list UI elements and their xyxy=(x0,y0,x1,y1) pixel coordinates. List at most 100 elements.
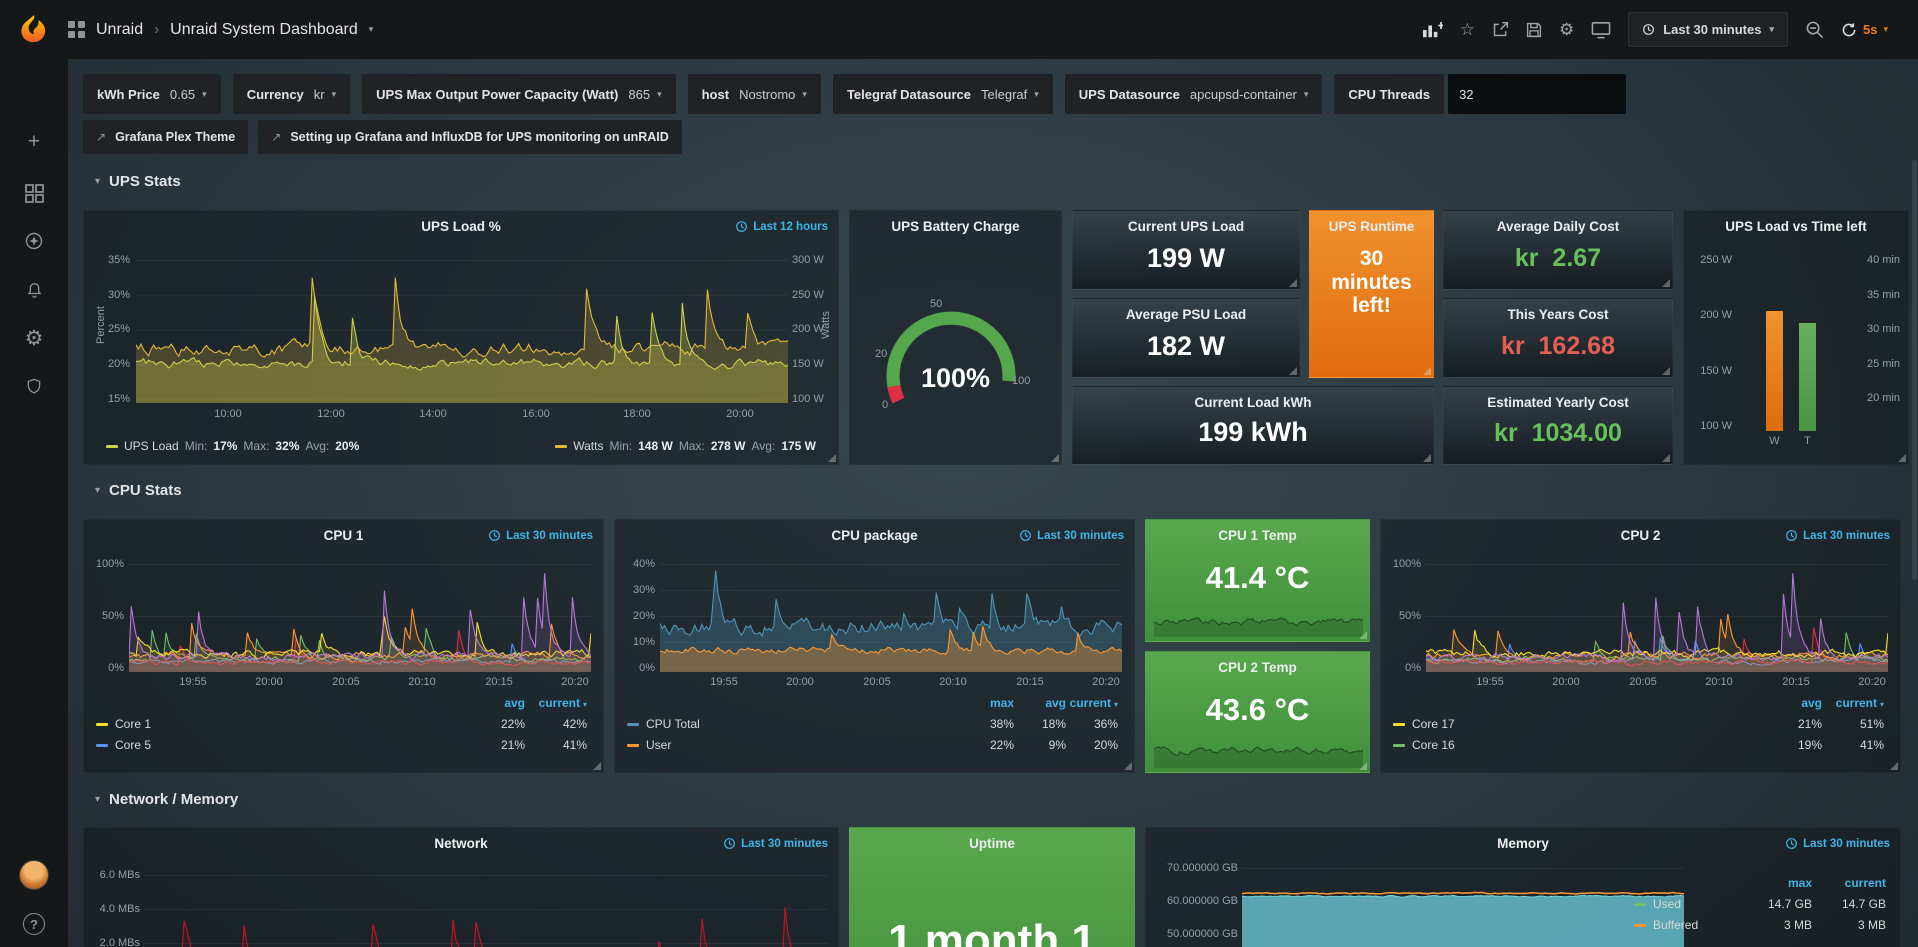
panel-title[interactable]: Average PSU Load xyxy=(1125,307,1247,322)
variable-kwh-price[interactable]: kWh Price 0.65 ▾ xyxy=(83,74,221,114)
x-axis-tick: 20:15 xyxy=(1016,676,1044,688)
zoom-out-icon[interactable] xyxy=(1805,20,1824,39)
configuration-gear-icon[interactable]: ⚙ xyxy=(0,323,68,353)
breadcrumb-dashboard-title[interactable]: Unraid System Dashboard xyxy=(170,20,358,38)
dashboard-grid-icon[interactable] xyxy=(68,21,85,38)
create-plus-icon[interactable]: + xyxy=(0,127,68,157)
variable-ups-datasource[interactable]: UPS Datasource apcupsd-container ▾ xyxy=(1064,74,1323,114)
server-admin-shield-icon[interactable] xyxy=(0,371,68,401)
variable-cpu-threads-label: CPU Threads xyxy=(1334,74,1445,114)
battery-gauge xyxy=(886,311,1016,404)
x-axis-tick: 20:00 xyxy=(786,676,814,688)
series-name[interactable]: Core 1 xyxy=(96,717,463,731)
legend-table: max avg current ▾ CPU Total 38% 18% 36% U… xyxy=(627,696,1118,752)
variable-host[interactable]: host Nostromo ▾ xyxy=(687,74,821,114)
settings-gear-icon[interactable]: ⚙ xyxy=(1558,19,1575,39)
series-name[interactable]: Core 16 xyxy=(1393,738,1760,752)
cycle-view-monitor-icon[interactable] xyxy=(1591,21,1611,39)
cpu-package-chart xyxy=(660,564,1122,672)
x-axis-tick: 19:55 xyxy=(710,676,738,688)
link-grafana-plex-theme[interactable]: ↗ Grafana Plex Theme xyxy=(83,120,249,154)
breadcrumb-folder[interactable]: Unraid xyxy=(96,20,144,38)
time-range-picker[interactable]: Last 30 minutes ▾ xyxy=(1628,12,1788,47)
y-axis-tick: 150 W xyxy=(792,358,824,370)
panel-title[interactable]: Average Daily Cost xyxy=(1496,219,1620,234)
variable-telegraf-datasource[interactable]: Telegraf Datasource Telegraf ▾ xyxy=(832,74,1053,114)
variable-currency[interactable]: Currency kr ▾ xyxy=(232,74,351,114)
panel-title[interactable]: CPU 2 xyxy=(1620,528,1661,543)
refresh-interval-label[interactable]: 5s xyxy=(1863,22,1878,37)
legend-col-current[interactable]: current ▾ xyxy=(1069,696,1118,710)
page-scrollbar[interactable] xyxy=(1912,160,1917,580)
alerting-bell-icon[interactable] xyxy=(0,275,68,305)
legend-col-current[interactable]: current ▾ xyxy=(538,696,587,710)
sort-caret-icon: ▾ xyxy=(1879,700,1884,709)
legend-col-current[interactable]: current ▾ xyxy=(1835,696,1884,710)
panel-title[interactable]: CPU 1 Temp xyxy=(1218,528,1297,543)
link-ups-monitoring-guide[interactable]: ↗ Setting up Grafana and InfluxDB for UPS… xyxy=(258,120,682,154)
section-ups-stats[interactable]: ▾ UPS Stats xyxy=(95,173,181,190)
y-axis-tick: 50.000000 GB xyxy=(1167,928,1238,940)
panel-title[interactable]: Network xyxy=(434,836,488,851)
grafana-logo[interactable] xyxy=(0,13,68,47)
legend-series[interactable]: Watts Min: 148 W Max: 278 W Avg: 175 W xyxy=(555,439,816,453)
y-axis-tick: 25% xyxy=(107,323,130,335)
panel-title[interactable]: UPS Load vs Time left xyxy=(1725,219,1867,234)
panel-title[interactable]: This Years Cost xyxy=(1507,307,1609,322)
series-name[interactable]: Core 17 xyxy=(1393,717,1760,731)
series-name[interactable]: Core 5 xyxy=(96,738,463,752)
y-axis-tick: 10% xyxy=(632,636,655,648)
panel-title[interactable]: CPU 2 Temp xyxy=(1218,660,1297,675)
panel-title[interactable]: CPU 1 xyxy=(323,528,364,543)
dashboard-links-row: ↗ Grafana Plex Theme ↗ Setting up Grafana … xyxy=(83,120,692,154)
series-name[interactable]: Buffered xyxy=(1634,918,1738,932)
series-name[interactable]: User xyxy=(627,738,962,752)
section-network-memory[interactable]: ▾ Network / Memory xyxy=(95,791,239,808)
legend-col-avg[interactable]: avg xyxy=(1045,696,1066,710)
x-axis-tick: 20:05 xyxy=(332,676,360,688)
legend-value: 3 MB xyxy=(1783,918,1812,932)
y-axis-tick: 100% xyxy=(95,558,124,570)
share-icon[interactable] xyxy=(1492,21,1509,38)
star-icon[interactable]: ☆ xyxy=(1459,19,1475,39)
panel-title[interactable]: Current Load kWh xyxy=(1194,395,1312,410)
series-color-mark xyxy=(1393,722,1405,726)
legend-value: 51% xyxy=(1859,717,1884,731)
legend-series[interactable]: UPS Load Min: 17% Max: 32% Avg: 20% xyxy=(106,439,359,453)
user-avatar[interactable] xyxy=(0,860,68,890)
panel-title[interactable]: Current UPS Load xyxy=(1127,219,1245,234)
panel-title[interactable]: CPU package xyxy=(831,528,918,543)
avatar-image xyxy=(19,860,49,890)
legend-value: 22% xyxy=(500,717,525,731)
panel-title[interactable]: UPS Runtime xyxy=(1328,219,1415,234)
caret-down-icon[interactable]: ▾ xyxy=(368,24,374,34)
legend-col-avg[interactable]: avg xyxy=(1801,696,1822,710)
series-color-mark xyxy=(96,722,108,726)
cpu-threads-input[interactable]: 32 xyxy=(1448,74,1627,114)
x-axis-tick: 16:00 xyxy=(522,408,550,420)
panel-title[interactable]: Estimated Yearly Cost xyxy=(1487,395,1629,410)
panel-title[interactable]: UPS Load % xyxy=(421,219,501,234)
bar-watts[interactable] xyxy=(1766,311,1783,431)
panel-time-override: Last 12 hours xyxy=(735,220,828,233)
series-name[interactable]: CPU Total xyxy=(627,717,962,731)
legend-col-max[interactable]: max xyxy=(1787,876,1812,890)
help-icon[interactable]: ? xyxy=(0,909,68,939)
legend-col-max[interactable]: max xyxy=(989,696,1014,710)
refresh-icon xyxy=(1842,22,1856,36)
panel-title[interactable]: Uptime xyxy=(969,836,1015,851)
variable-ups-max-output[interactable]: UPS Max Output Power Capacity (Watt) 865 ▾ xyxy=(362,74,676,114)
explore-compass-icon[interactable] xyxy=(0,226,68,256)
add-panel-icon[interactable] xyxy=(1421,21,1443,39)
section-cpu-stats[interactable]: ▾ CPU Stats xyxy=(95,482,182,499)
legend-col-avg[interactable]: avg xyxy=(504,696,525,710)
legend-value: 42% xyxy=(562,717,587,731)
refresh-button[interactable]: 5s ▾ xyxy=(1841,22,1888,38)
bar-time-left[interactable] xyxy=(1799,323,1816,431)
panel-title[interactable]: Memory xyxy=(1497,836,1549,851)
panel-title[interactable]: UPS Battery Charge xyxy=(891,219,1020,234)
series-name[interactable]: Used xyxy=(1634,897,1738,911)
dashboards-icon[interactable] xyxy=(0,178,68,208)
legend-col-current[interactable]: current xyxy=(1844,876,1886,890)
save-icon[interactable] xyxy=(1526,22,1542,38)
